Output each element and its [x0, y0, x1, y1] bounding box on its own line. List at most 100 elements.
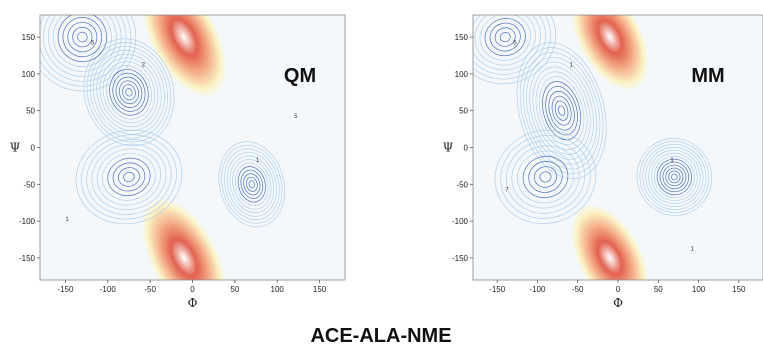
- mm-panel: 5 1 1 1 7 -150 -100 -50 0 50 100 150 -150 -100 -50 0 50 1…: [443, 14, 763, 310]
- contour-line: [40, 15, 137, 92]
- x-tick-label: -150: [57, 285, 74, 294]
- x-tick-label: 0: [616, 285, 621, 294]
- contour-line: [473, 15, 541, 71]
- contour-line: [248, 180, 255, 189]
- contour-line: [511, 145, 580, 209]
- y-tick-label: 150: [455, 33, 469, 42]
- contour-line: [109, 69, 149, 116]
- y-tick-label: -150: [452, 254, 469, 263]
- contour-line: [40, 15, 132, 87]
- contour-line: [96, 53, 162, 131]
- contour-line: [653, 155, 695, 199]
- x-tick-label: -150: [489, 285, 506, 294]
- contour-line: [532, 66, 591, 155]
- contour-line: [645, 146, 704, 207]
- contour-line: [656, 158, 692, 196]
- y-axis-label: Ψ: [10, 141, 21, 155]
- contour-line: [558, 105, 566, 116]
- contour-field: 5 2 1 1 5: [40, 15, 298, 280]
- x-tick-label: 100: [692, 285, 706, 294]
- contour-line: [240, 169, 264, 199]
- y-tick-label: 100: [22, 70, 36, 79]
- contour-line: [226, 151, 277, 217]
- contour-line: [83, 38, 175, 147]
- contour-level-label: 5: [91, 40, 95, 46]
- x-tick-label: 50: [230, 285, 239, 294]
- contour-level-label: 1: [691, 247, 695, 253]
- energy-peak: [141, 15, 227, 98]
- contour-line: [96, 148, 162, 206]
- contour-line: [489, 22, 521, 52]
- panel-label: MM: [691, 65, 724, 87]
- contour-line: [48, 15, 117, 72]
- contour-line: [474, 15, 536, 66]
- contour-line: [642, 143, 707, 210]
- contour-level-label: 7: [505, 188, 509, 194]
- contour-line: [77, 31, 88, 43]
- contour-line: [665, 167, 684, 187]
- contour-line: [52, 15, 112, 67]
- contour-level-label: 1: [256, 158, 260, 164]
- contour-line: [522, 155, 569, 199]
- contour-line: [473, 15, 557, 85]
- contour-line: [659, 161, 690, 193]
- contour-line: [484, 18, 526, 57]
- contour-line: [107, 157, 151, 197]
- contour-line: [545, 86, 578, 136]
- contour-line: [235, 162, 269, 206]
- contour-line: [57, 15, 107, 63]
- contour-line: [80, 134, 177, 220]
- contour-line: [91, 143, 167, 211]
- contour-line: [539, 171, 552, 183]
- contour-field: 5 1 1 1 7: [473, 15, 713, 280]
- contour-line: [122, 84, 136, 101]
- y-tick-label: 50: [459, 107, 468, 116]
- contour-line: [102, 153, 156, 201]
- contour-line: [671, 173, 678, 181]
- contour-line: [533, 166, 558, 188]
- y-tick-label: 100: [455, 70, 469, 79]
- contour-line: [538, 76, 585, 146]
- contour-line: [99, 57, 159, 128]
- contour-line: [62, 17, 103, 58]
- contour-line: [67, 21, 98, 53]
- contour-line: [651, 152, 698, 202]
- contour-line: [123, 171, 135, 182]
- y-tick-label: 150: [22, 33, 36, 42]
- contour-line: [662, 164, 687, 190]
- contour-line: [229, 155, 275, 214]
- contour-line: [112, 72, 146, 112]
- contour-line: [639, 141, 710, 213]
- y-tick-label: -100: [452, 217, 469, 226]
- contour-line: [517, 150, 574, 204]
- contour-line: [529, 61, 594, 160]
- contour-line: [526, 56, 598, 165]
- y-tick-label: -150: [19, 254, 36, 263]
- contour-line: [554, 100, 569, 121]
- x-tick-label: 100: [271, 285, 285, 294]
- energy-peak: [141, 197, 227, 280]
- contour-line: [221, 144, 283, 224]
- contour-level-label: 5: [294, 114, 298, 120]
- contour-line: [72, 26, 93, 48]
- x-tick-label: 0: [190, 285, 195, 294]
- contour-line: [237, 166, 266, 203]
- x-tick-label: -100: [529, 285, 546, 294]
- contour-line: [500, 135, 591, 219]
- x-axis-label: Φ: [188, 296, 198, 310]
- contour-line: [473, 15, 546, 75]
- energy-peak: [570, 203, 650, 280]
- contour-level-label: 1: [65, 217, 69, 223]
- y-tick-label: -100: [19, 217, 36, 226]
- contour-line: [75, 129, 183, 225]
- contour-line: [93, 49, 165, 135]
- contour-line: [505, 140, 586, 214]
- contour-line: [528, 161, 563, 193]
- contour-line: [118, 80, 139, 105]
- figure-title: ACE-ALA-NME: [310, 325, 451, 347]
- y-tick-label: 50: [26, 107, 35, 116]
- contour-line: [43, 15, 122, 77]
- contour-line: [499, 32, 511, 43]
- y-axis-label: Ψ: [443, 141, 454, 155]
- energy-peak: [570, 15, 650, 92]
